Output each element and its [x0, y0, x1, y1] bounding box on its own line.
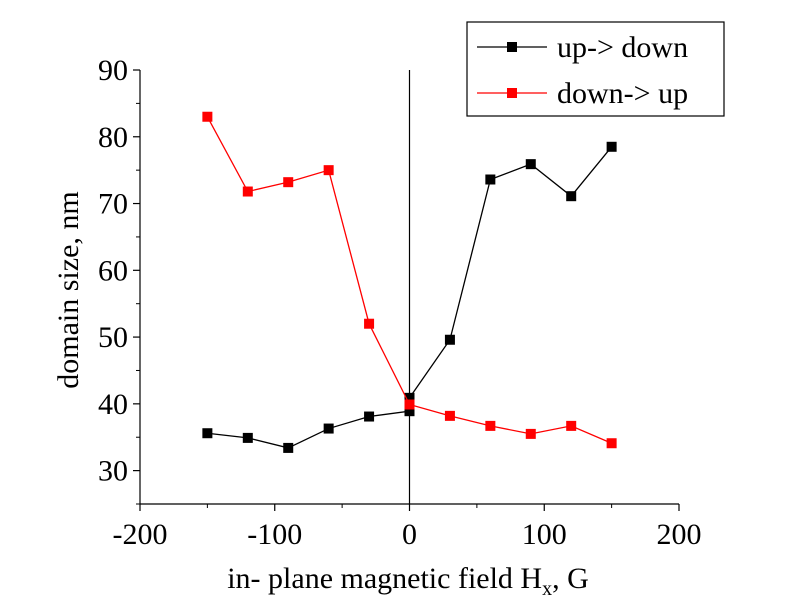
y-tick-label: 70: [98, 188, 128, 221]
data-point: [283, 177, 294, 188]
x-tick-label: 0: [402, 518, 417, 551]
data-point: [323, 165, 334, 176]
data-point: [606, 141, 617, 152]
y-tick-label: 40: [98, 388, 128, 421]
data-point: [364, 411, 375, 422]
data-point: [364, 318, 375, 329]
legend-marker: [507, 88, 517, 98]
data-point: [485, 174, 496, 185]
series-layer: [202, 111, 617, 453]
data-point: [202, 111, 213, 122]
data-point: [606, 438, 617, 449]
series-2: [202, 111, 617, 449]
x-tick-label: -200: [113, 518, 168, 551]
tick-labels: 30 40 50 60 70 80 90 -200 -100 0 100 200: [98, 54, 702, 551]
data-point: [242, 186, 253, 197]
data-point: [566, 420, 577, 431]
data-point: [283, 442, 294, 453]
data-point: [404, 399, 415, 410]
legend-label: up-> down: [557, 31, 688, 64]
x-axis-label: in- plane magnetic field Hx, G: [227, 562, 589, 600]
y-tick-label: 90: [98, 54, 128, 87]
legend: up-> down down-> up: [466, 21, 725, 117]
legend-box: [466, 21, 725, 117]
data-point: [525, 159, 536, 170]
x-tick-label: 200: [657, 518, 702, 551]
data-point: [444, 410, 455, 421]
legend-label: down-> up: [557, 77, 688, 110]
data-point: [525, 428, 536, 439]
y-axis-label: domain size, nm: [52, 191, 85, 388]
data-point: [202, 428, 213, 439]
y-tick-label: 50: [98, 321, 128, 354]
legend-marker: [507, 42, 517, 52]
data-point: [323, 423, 334, 434]
y-tick-label: 30: [98, 455, 128, 488]
data-point: [404, 406, 415, 417]
data-point: [242, 432, 253, 443]
data-point: [444, 334, 455, 345]
y-tick-label: 80: [98, 121, 128, 154]
x-tick-label: 100: [522, 518, 567, 551]
data-point: [404, 392, 415, 403]
y-tick-label: 60: [98, 254, 128, 287]
x-tick-label: -100: [247, 518, 302, 551]
axes: [133, 69, 680, 511]
data-point: [485, 420, 496, 431]
data-point: [566, 191, 577, 202]
